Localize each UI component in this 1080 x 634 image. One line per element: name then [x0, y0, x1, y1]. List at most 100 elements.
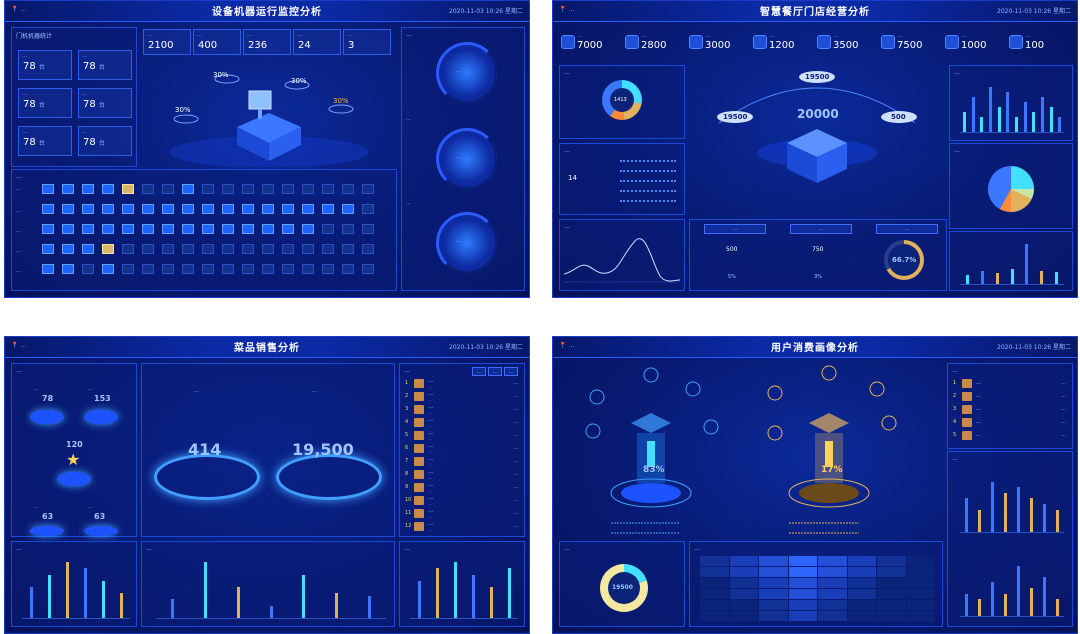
device-cell [342, 224, 354, 234]
rank-number: 7 [405, 458, 409, 464]
device-cell [262, 264, 274, 274]
chart-bar [995, 273, 999, 284]
chart-bar [988, 87, 992, 132]
chip[interactable]: … [704, 224, 766, 234]
center-illustration [717, 71, 917, 183]
heat-cell [877, 611, 906, 621]
datetime-label: 2020-11-03 10:26 星期二 [449, 8, 523, 15]
chart-bar [1043, 504, 1046, 532]
dish-meta: … [428, 488, 432, 493]
device-cell [142, 264, 154, 274]
device-cell [162, 184, 174, 194]
device-cell [142, 224, 154, 234]
device-cell [82, 184, 94, 194]
chart-bar [1006, 92, 1010, 132]
heat-cell [877, 600, 906, 610]
heat-cell [847, 611, 876, 621]
list-tab[interactable]: … [488, 367, 502, 376]
chart-bar [1014, 117, 1018, 132]
device-cell [62, 224, 74, 234]
stat-icon [561, 35, 575, 49]
dish-thumbnail [414, 444, 424, 453]
pie-chart [988, 166, 1034, 212]
dashboard-title: 菜品销售分析 [234, 343, 300, 354]
rank-number: 6 [405, 445, 409, 451]
list-item: 3…… [952, 404, 1068, 416]
chart-bar [29, 587, 33, 618]
device-grid-panel: … … … … … … [11, 169, 397, 291]
list-tab[interactable]: … [504, 367, 518, 376]
chart-bar [980, 117, 984, 132]
list-tab[interactable]: … [472, 367, 486, 376]
category-panel: … … 78 … 153 120 ★ … 63 … 63 [11, 363, 137, 537]
dashboard-title: 智慧餐厅门店经营分析 [760, 7, 870, 18]
sales-amount: 19,500 [292, 440, 354, 459]
stat-icon [945, 35, 959, 49]
device-cell [222, 184, 234, 194]
pie-panel: … [949, 143, 1073, 229]
device-cell [102, 184, 114, 194]
stat-item: … 7000 [559, 31, 621, 55]
stat-icon [817, 35, 831, 49]
device-cell [302, 224, 314, 234]
chart-bar [1032, 112, 1036, 132]
device-cell [122, 224, 134, 234]
chart-bar [435, 568, 439, 618]
bottom-chart-2: … [141, 541, 395, 627]
stat-icon [881, 35, 895, 49]
heat-cell [759, 589, 788, 599]
stat-label: … [961, 33, 966, 39]
sales-center-panel: … … 414 19,500 [141, 363, 395, 537]
device-cell [142, 204, 154, 214]
right-bottom-panel [949, 231, 1073, 291]
list-item: 2…… [952, 391, 1068, 403]
chart-bar [170, 599, 174, 618]
dish-name: … [428, 391, 433, 397]
device-cell [42, 224, 54, 234]
chip[interactable]: … [790, 224, 852, 234]
heat-cell [788, 600, 817, 610]
heat-cell [729, 600, 758, 610]
heat-table [700, 556, 936, 622]
heat-cell [788, 556, 817, 566]
top-stat: … 2100 [143, 29, 191, 55]
stat-icon [753, 35, 767, 49]
donut-panel: … 1413 [559, 65, 685, 139]
dish-ranking-panel: … … … … 1……… 2……… 3……… 4……… 5……… 6……… 7……… 8………… [399, 363, 525, 537]
heat-cell [759, 556, 788, 566]
chart-bar [991, 582, 994, 616]
device-cell [62, 204, 74, 214]
chart-bar [269, 605, 273, 618]
heat-cell [877, 589, 906, 599]
heat-cell [759, 611, 788, 621]
heat-cell [877, 556, 906, 566]
chart-bar [47, 574, 51, 618]
stat-item: … 3500 [815, 31, 877, 55]
device-cell [202, 264, 214, 274]
device-cell [262, 224, 274, 234]
dish-thumbnail [414, 522, 424, 531]
stat-icon [689, 35, 703, 49]
dish-list: 1……… 2……… 3……… 4……… 5……… 6……… 7……… 8……… 9……… 10……… [400, 378, 524, 534]
heat-cell [700, 567, 729, 577]
dish-value: … [513, 406, 518, 412]
dish-value: … [513, 510, 518, 516]
heat-cell [759, 567, 788, 577]
heat-cell [700, 589, 729, 599]
device-cell [302, 204, 314, 214]
device-cell [102, 244, 114, 254]
chart-bar [203, 562, 207, 618]
list-value: … [1061, 380, 1066, 386]
device-cell [102, 224, 114, 234]
device-cell [342, 244, 354, 254]
chip[interactable]: … [876, 224, 938, 234]
list-item: 4…… [952, 417, 1068, 429]
device-cell [322, 184, 334, 194]
rank-number: 8 [405, 471, 409, 477]
stat-item: … 1200 [751, 31, 813, 55]
traffic-line-chart [564, 238, 680, 283]
machine-3d-illustration [169, 74, 369, 167]
device-cell [342, 204, 354, 214]
dashboard-user-profile: 📍 … 用户消费画像分析 2020-11-03 10:26 星期二 83% 17… [552, 336, 1078, 634]
heat-cell [847, 589, 876, 599]
